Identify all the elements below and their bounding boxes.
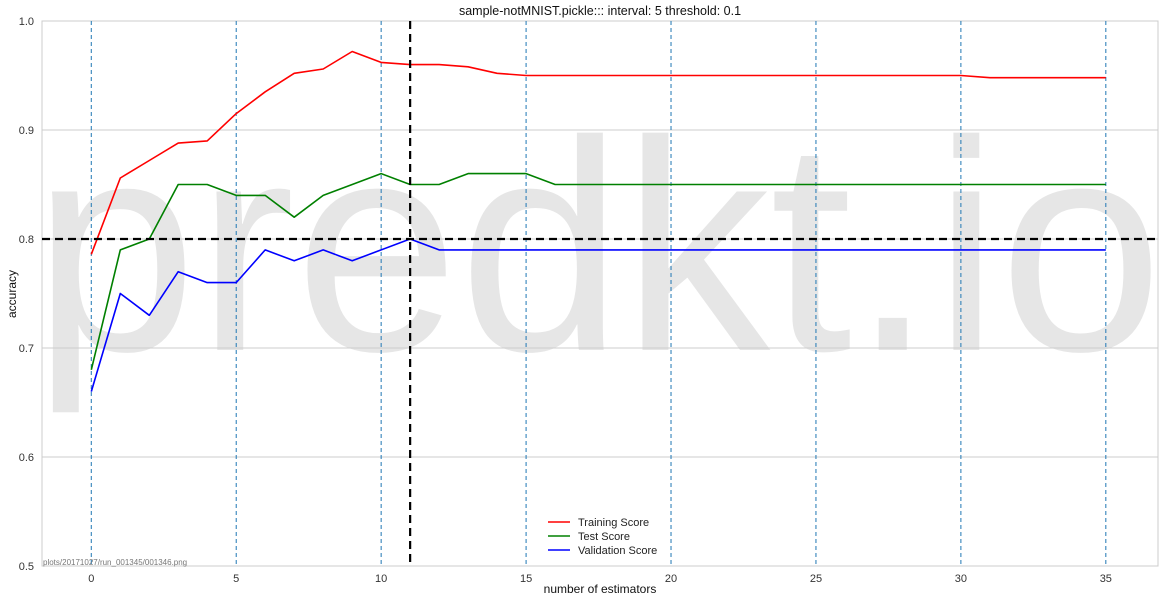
y-tick-label: 0.5 bbox=[19, 561, 34, 573]
series-lines bbox=[90, 50, 1106, 392]
watermark-text: predkt.io bbox=[33, 78, 1163, 416]
legend-label: Validation Score bbox=[578, 545, 657, 557]
x-tick-label: 10 bbox=[375, 573, 387, 585]
legend-label: Test Score bbox=[578, 531, 630, 543]
y-tick-label: 1.0 bbox=[19, 16, 34, 28]
legend-label: Training Score bbox=[578, 517, 649, 529]
file-path-label: plots/20171027/run_001345/001346.png bbox=[43, 558, 187, 567]
y-tick-label: 0.9 bbox=[19, 125, 34, 137]
series-line bbox=[90, 238, 1106, 392]
series-line bbox=[90, 50, 1106, 255]
threshold-lines bbox=[42, 21, 1158, 566]
x-tick-label: 0 bbox=[88, 573, 94, 585]
y-axis-label: accuracy bbox=[5, 270, 19, 318]
legend: Training Score Test Score Validation Score bbox=[548, 517, 657, 557]
series-line bbox=[90, 172, 1106, 370]
x-tick-label: 15 bbox=[520, 573, 532, 585]
x-tick-label: 5 bbox=[233, 573, 239, 585]
x-tick-labels: 0 5 10 15 20 25 30 35 bbox=[88, 573, 1112, 585]
x-tick-label: 20 bbox=[665, 573, 677, 585]
chart-title: sample-notMNIST.pickle::: interval: 5 th… bbox=[459, 4, 741, 18]
x-tick-label: 35 bbox=[1100, 573, 1112, 585]
x-tick-label: 30 bbox=[955, 573, 967, 585]
x-axis-label: number of estimators bbox=[544, 582, 657, 596]
x-tick-label: 25 bbox=[810, 573, 822, 585]
y-tick-label: 0.8 bbox=[19, 234, 34, 246]
y-tick-labels: 0.5 0.6 0.7 0.8 0.9 1.0 bbox=[19, 16, 34, 573]
y-tick-label: 0.6 bbox=[19, 452, 34, 464]
watermark: predkt.io bbox=[33, 78, 1163, 416]
y-tick-label: 0.7 bbox=[19, 343, 34, 355]
